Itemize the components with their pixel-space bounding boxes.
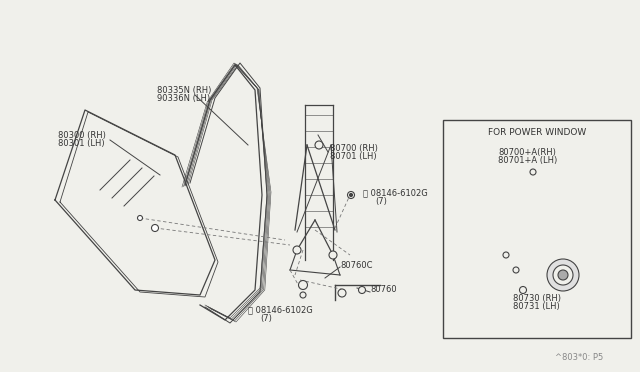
Text: 80300 (RH): 80300 (RH) [58, 131, 106, 140]
Circle shape [558, 270, 568, 280]
Text: 90336N (LH): 90336N (LH) [157, 93, 210, 103]
Text: (7): (7) [375, 196, 387, 205]
Circle shape [152, 224, 159, 231]
Circle shape [530, 169, 536, 175]
Text: 80730 (RH): 80730 (RH) [513, 294, 561, 302]
Circle shape [520, 286, 527, 294]
Circle shape [315, 141, 323, 149]
Circle shape [300, 292, 306, 298]
Text: 80760: 80760 [370, 285, 397, 295]
Text: 80701+A (LH): 80701+A (LH) [498, 155, 557, 164]
Text: (7): (7) [260, 314, 272, 323]
Text: Ⓑ 08146-6102G: Ⓑ 08146-6102G [248, 305, 313, 314]
Circle shape [329, 251, 337, 259]
Text: 80731 (LH): 80731 (LH) [513, 301, 560, 311]
Text: Ⓑ 08146-6102G: Ⓑ 08146-6102G [363, 189, 428, 198]
Polygon shape [483, 235, 529, 280]
Text: 80335N (RH): 80335N (RH) [157, 86, 211, 94]
Bar [443, 120, 631, 338]
Circle shape [293, 246, 301, 254]
Text: 80700+A(RH): 80700+A(RH) [498, 148, 556, 157]
Circle shape [348, 192, 355, 199]
Circle shape [298, 280, 307, 289]
Circle shape [503, 252, 509, 258]
Circle shape [553, 265, 573, 285]
Text: ^803*0: P5: ^803*0: P5 [555, 353, 604, 362]
Text: FOR POWER WINDOW: FOR POWER WINDOW [488, 128, 586, 137]
Circle shape [513, 267, 519, 273]
Circle shape [547, 259, 579, 291]
Text: 80701 (LH): 80701 (LH) [330, 151, 376, 160]
Text: 80700 (RH): 80700 (RH) [330, 144, 378, 153]
Circle shape [358, 286, 365, 294]
Text: 80301 (LH): 80301 (LH) [58, 138, 104, 148]
Text: 80760C: 80760C [340, 260, 372, 269]
Circle shape [349, 193, 353, 196]
Circle shape [138, 215, 143, 221]
Circle shape [338, 289, 346, 297]
